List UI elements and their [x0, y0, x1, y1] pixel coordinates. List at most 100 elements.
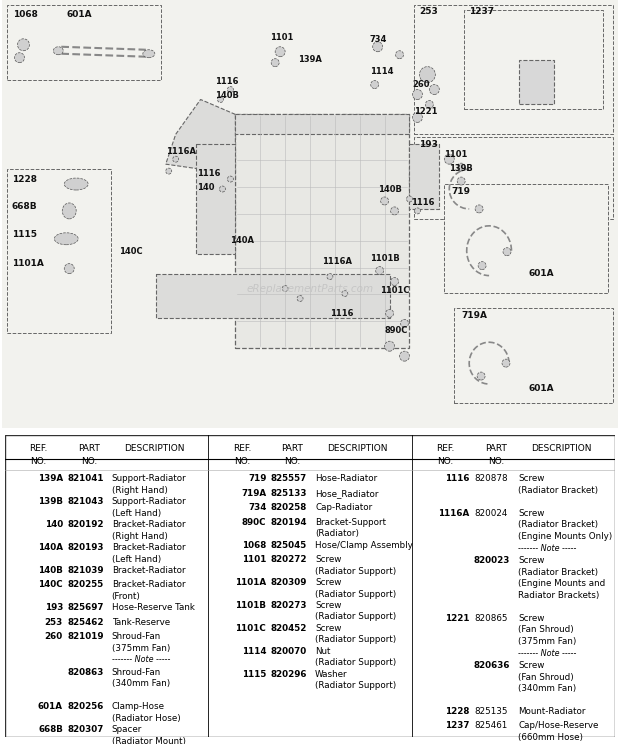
Text: PART: PART — [485, 444, 507, 453]
Circle shape — [401, 319, 409, 327]
Circle shape — [373, 42, 383, 52]
Ellipse shape — [143, 50, 155, 58]
Text: REF.: REF. — [232, 444, 251, 453]
Bar — [7, 169, 111, 333]
Text: 820863: 820863 — [67, 668, 104, 677]
Text: 1116: 1116 — [216, 77, 239, 86]
Text: (Left Hand): (Left Hand) — [112, 554, 161, 563]
Text: (Radiator Bracket): (Radiator Bracket) — [518, 568, 598, 577]
Text: DESCRIPTION: DESCRIPTION — [531, 444, 591, 453]
Text: (Right Hand): (Right Hand) — [112, 532, 167, 541]
Bar — [445, 184, 608, 293]
Text: 820452: 820452 — [270, 624, 307, 633]
Circle shape — [412, 89, 422, 100]
Text: 820024: 820024 — [474, 509, 507, 518]
Text: (Radiator Support): (Radiator Support) — [315, 567, 396, 576]
Circle shape — [376, 266, 384, 275]
Text: 825135: 825135 — [474, 707, 507, 716]
Text: Hose/Clamp Assembly: Hose/Clamp Assembly — [315, 541, 413, 550]
Text: 601A: 601A — [66, 10, 92, 19]
Circle shape — [342, 290, 348, 296]
Circle shape — [391, 278, 399, 286]
Text: 820258: 820258 — [270, 504, 307, 513]
Text: 820307: 820307 — [67, 725, 104, 734]
Text: REF.: REF. — [29, 444, 48, 453]
Text: 719A: 719A — [241, 489, 266, 498]
Text: 1068: 1068 — [242, 541, 266, 550]
Text: DESCRIPTION: DESCRIPTION — [327, 444, 388, 453]
Text: Screw: Screw — [315, 578, 342, 587]
Circle shape — [64, 263, 74, 274]
Text: 1237: 1237 — [445, 722, 469, 731]
Text: 1114: 1114 — [370, 67, 393, 76]
Text: 140C: 140C — [119, 247, 143, 256]
Circle shape — [425, 100, 433, 109]
Text: 1116: 1116 — [412, 199, 435, 208]
Text: Screw: Screw — [315, 624, 342, 633]
Polygon shape — [156, 274, 389, 318]
Circle shape — [228, 176, 233, 182]
Text: NO.: NO. — [81, 458, 97, 466]
Text: ------- Note -----: ------- Note ----- — [518, 649, 577, 658]
Text: Mount-Radiator: Mount-Radiator — [518, 707, 586, 716]
Circle shape — [386, 310, 394, 318]
Text: Cap-Radiator: Cap-Radiator — [315, 504, 373, 513]
Text: (Left Hand): (Left Hand) — [112, 509, 161, 518]
Text: 1115: 1115 — [242, 670, 266, 679]
Text: 1116A: 1116A — [166, 147, 196, 155]
Text: ------- Note -----: ------- Note ----- — [112, 655, 170, 664]
Text: (Right Hand): (Right Hand) — [112, 486, 167, 495]
Text: Screw: Screw — [518, 614, 545, 623]
Text: 890C: 890C — [384, 326, 408, 335]
Ellipse shape — [53, 47, 63, 55]
Text: 601A: 601A — [38, 702, 63, 711]
Text: (Radiator Support): (Radiator Support) — [315, 635, 396, 644]
Text: Hose_Radiator: Hose_Radiator — [315, 489, 379, 498]
Text: Radiator Brackets): Radiator Brackets) — [518, 591, 600, 600]
Text: 820636: 820636 — [474, 661, 510, 670]
Circle shape — [477, 372, 485, 380]
Text: 820255: 820255 — [67, 580, 104, 589]
Text: (Radiator Hose): (Radiator Hose) — [112, 713, 180, 722]
Text: 1068: 1068 — [14, 10, 38, 19]
Text: Screw: Screw — [518, 661, 545, 670]
Text: PART: PART — [78, 444, 100, 453]
Text: (375mm Fan): (375mm Fan) — [112, 644, 170, 652]
Ellipse shape — [64, 178, 88, 190]
Text: 820296: 820296 — [270, 670, 307, 679]
Circle shape — [371, 80, 379, 89]
Bar — [7, 5, 161, 80]
Bar — [414, 138, 613, 219]
Text: 1114: 1114 — [242, 647, 266, 655]
Text: (Radiator Support): (Radiator Support) — [315, 658, 396, 667]
Text: 139A: 139A — [38, 475, 63, 484]
Circle shape — [166, 168, 172, 174]
Text: 193: 193 — [45, 603, 63, 612]
Text: (340mm Fan): (340mm Fan) — [518, 684, 577, 693]
Text: 139B: 139B — [38, 497, 63, 507]
Text: (660mm Hose): (660mm Hose) — [518, 733, 583, 742]
Text: Support-Radiator: Support-Radiator — [112, 497, 187, 507]
Text: 193: 193 — [420, 140, 438, 149]
Circle shape — [399, 351, 409, 361]
Polygon shape — [236, 115, 409, 135]
Text: 140C: 140C — [38, 580, 63, 589]
Circle shape — [457, 163, 465, 171]
Text: (Engine Mounts Only): (Engine Mounts Only) — [518, 532, 613, 541]
Text: 890C: 890C — [242, 518, 266, 527]
Circle shape — [228, 86, 233, 92]
Circle shape — [445, 154, 454, 164]
Circle shape — [327, 274, 333, 280]
Text: Support-Radiator: Support-Radiator — [112, 475, 187, 484]
Bar — [519, 60, 554, 104]
Text: 140: 140 — [197, 182, 214, 191]
Text: PART: PART — [281, 444, 303, 453]
Text: NO.: NO. — [285, 458, 301, 466]
Bar — [236, 115, 409, 348]
Circle shape — [218, 97, 223, 103]
Circle shape — [219, 186, 226, 192]
Text: Screw: Screw — [315, 601, 342, 610]
Text: 601A: 601A — [529, 383, 554, 393]
Text: (Front): (Front) — [112, 592, 141, 601]
Text: 820272: 820272 — [270, 555, 307, 564]
